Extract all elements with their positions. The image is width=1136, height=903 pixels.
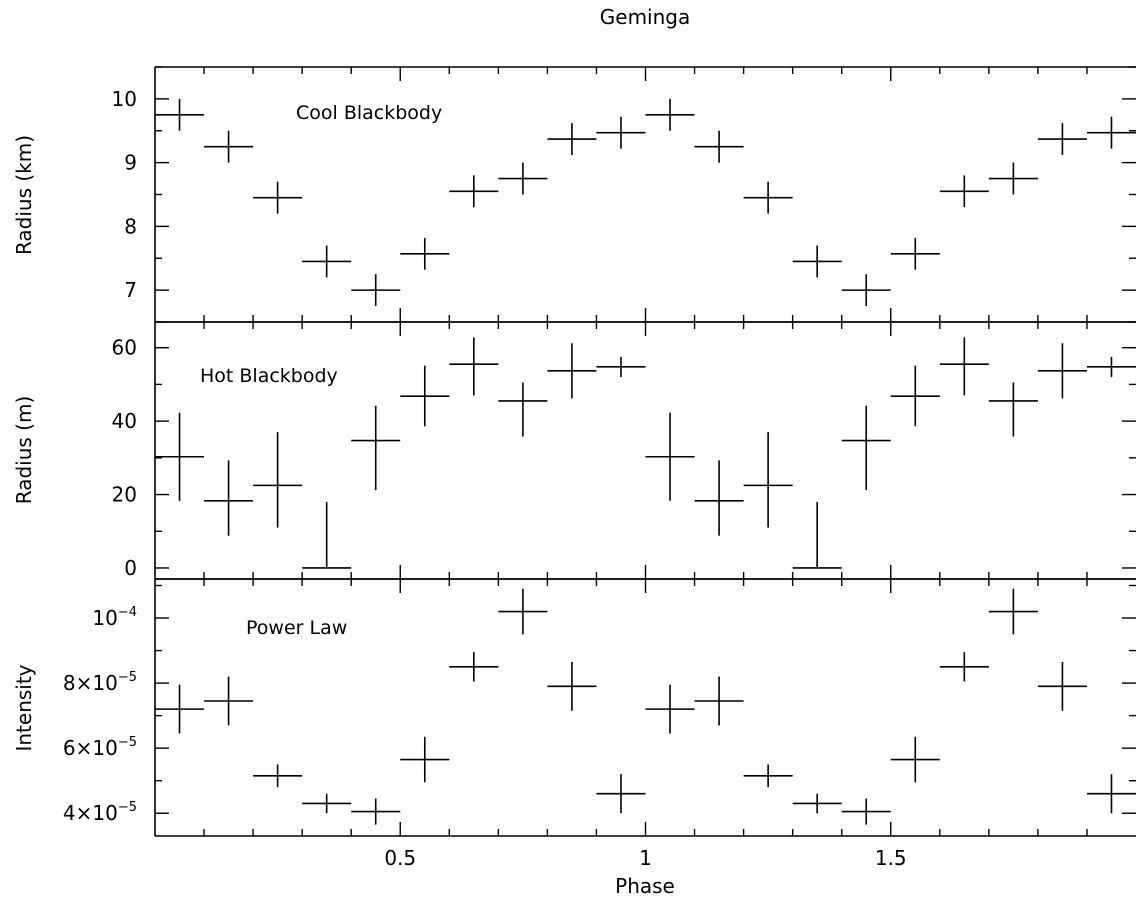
data-point [743,432,793,528]
panel-3: 4×10−5 6×10−5 8×10−5 10−4 Intensity Power Law… [12,578,1136,870]
y-tick-label: 8×10−5 [63,670,137,695]
panel-label: Cool Blackbody [296,102,442,124]
data-point [498,382,548,437]
data-point [204,676,254,726]
data-point [694,676,744,726]
data-point [1037,343,1087,399]
panel-label: Hot Blackbody [200,365,338,387]
y-axis-label: Intensity [12,664,36,751]
data-point [694,460,744,536]
y-tick-label: 60 [112,336,137,360]
data-point [351,405,401,491]
panel-2: 0 20 40 60 Radius (m) Hot Blackbody [12,321,1136,580]
data-point [890,736,940,783]
data-point [1086,356,1136,378]
data-point [1086,774,1136,814]
data-point [792,793,842,814]
data-point [547,343,597,399]
data-point [841,274,891,307]
x-axis-label: Phase [615,874,675,898]
data-point [939,652,989,682]
data-point [988,382,1038,437]
y-tick-label: 10−4 [92,605,137,630]
data-point [155,98,205,131]
x-tick-label: 0.5 [384,846,416,870]
data-point [351,274,401,307]
data-point [1037,123,1087,155]
chart-title: Geminga [600,5,690,29]
panel-1: 7 8 9 10 Radius (km) Cool Blackbody [12,66,1136,323]
y-tick-label: 0 [124,556,137,580]
x-tick-label: 1 [639,846,652,870]
data-point [400,736,450,783]
data-point [841,798,891,825]
data-point [547,123,597,155]
data-point [841,405,891,491]
data-point [155,412,205,501]
data-point [449,337,499,396]
data-point [1037,661,1087,711]
y-axis-label: Radius (km) [12,135,36,255]
data-point [743,181,793,214]
y-tick-label: 4×10−5 [63,800,137,825]
data-point [351,798,401,825]
x-tick-label: 1.5 [875,846,907,870]
data-point [449,175,499,208]
data-point [204,460,254,536]
y-tick-label: 7 [124,278,137,302]
data-point [449,652,499,682]
y-tick-label: 10 [112,87,137,111]
data-point [596,356,646,378]
data-point [400,365,450,427]
data-point [694,130,744,163]
data-point [302,245,352,278]
data-point [498,588,548,635]
data-point [253,764,303,788]
data-point [939,175,989,208]
y-tick-label: 8 [124,214,137,238]
data-point [1086,116,1136,149]
data-point [400,237,450,270]
data-point [645,98,695,131]
data-point [645,684,695,734]
data-point [890,365,940,427]
y-axis-label: Radius (m) [12,396,36,505]
data-point [890,237,940,270]
y-tick-label: 6×10−5 [63,735,137,760]
data-point [498,162,548,195]
data-point [596,774,646,814]
data-point [302,501,352,569]
data-point [253,432,303,528]
data-point [792,501,842,569]
data-point [645,412,695,501]
data-point [988,162,1038,195]
data-point [988,588,1038,635]
panel-label: Power Law [246,617,347,639]
data-point [253,181,303,214]
data-point [939,337,989,396]
y-tick-label: 40 [112,409,137,433]
chart-panels: 7 8 9 10 Radius (km) Cool Blackbody 0 20 40 60 Rad… [12,66,1136,870]
data-point [547,661,597,711]
data-point [792,245,842,278]
data-point [596,116,646,149]
data-point [743,764,793,788]
data-point [204,130,254,163]
y-tick-label: 9 [124,151,137,175]
y-tick-label: 20 [112,483,137,507]
data-point [302,793,352,814]
data-point [155,684,205,734]
